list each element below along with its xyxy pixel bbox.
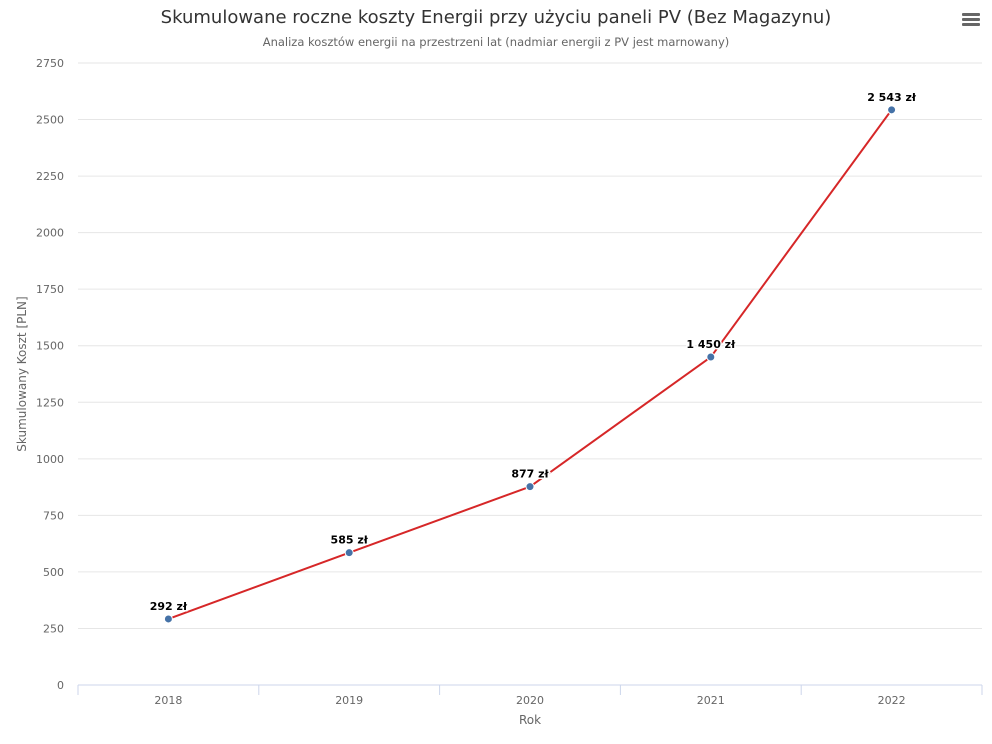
data-point: [344, 548, 354, 558]
data-label: 585 zł: [331, 534, 369, 547]
y-axis-title: Skumulowany Koszt [PLN]: [15, 296, 29, 451]
data-point: [887, 105, 897, 115]
x-tick-label: 2021: [697, 694, 725, 707]
y-tick-label: 2000: [36, 227, 64, 240]
data-point: [525, 482, 535, 492]
hamburger-menu-icon[interactable]: [962, 13, 980, 29]
y-tick-label: 1500: [36, 340, 64, 353]
y-tick-label: 500: [43, 566, 64, 579]
y-tick-label: 1750: [36, 283, 64, 296]
y-tick-label: 2500: [36, 114, 64, 127]
x-axis-title: Rok: [519, 713, 541, 727]
series-line: [168, 109, 893, 620]
y-tick-label: 750: [43, 509, 64, 522]
x-tick-label: 2022: [878, 694, 906, 707]
y-tick-label: 1000: [36, 453, 64, 466]
data-label: 877 zł: [511, 468, 549, 481]
x-tick-label: 2019: [335, 694, 363, 707]
data-label: 292 zł: [150, 600, 188, 613]
y-tick-label: 2750: [36, 57, 64, 70]
data-point: [706, 352, 716, 362]
y-tick-label: 250: [43, 622, 64, 635]
chart-title: Skumulowane roczne koszty Energii przy u…: [160, 7, 832, 28]
y-tick-label: 0: [57, 679, 64, 692]
y-tick-label: 1250: [36, 396, 64, 409]
data-label: 2 543 zł: [867, 91, 917, 104]
y-tick-label: 2250: [36, 170, 64, 183]
x-tick-label: 2020: [516, 694, 544, 707]
chart-subtitle: Analiza kosztów energii na przestrzeni l…: [262, 35, 730, 49]
data-point: [163, 614, 173, 624]
data-label: 1 450 zł: [686, 338, 736, 351]
x-tick-label: 2018: [154, 694, 182, 707]
